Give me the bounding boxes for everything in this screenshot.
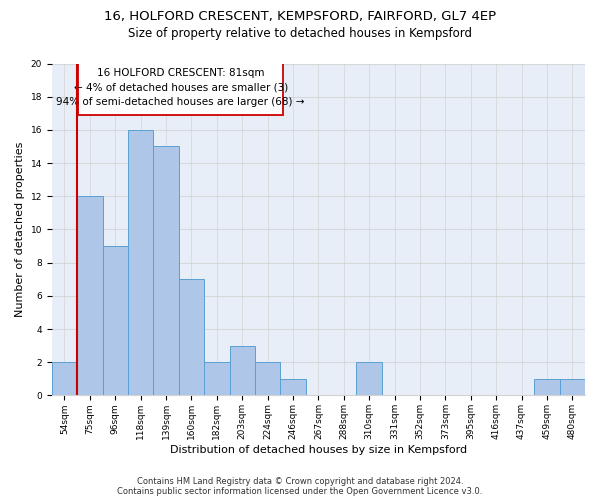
Text: 16, HOLFORD CRESCENT, KEMPSFORD, FAIRFORD, GL7 4EP: 16, HOLFORD CRESCENT, KEMPSFORD, FAIRFOR… <box>104 10 496 23</box>
Bar <box>534 379 560 396</box>
X-axis label: Distribution of detached houses by size in Kempsford: Distribution of detached houses by size … <box>170 445 467 455</box>
Bar <box>77 196 103 396</box>
Text: Size of property relative to detached houses in Kempsford: Size of property relative to detached ho… <box>128 28 472 40</box>
Text: 16 HOLFORD CRESCENT: 81sqm: 16 HOLFORD CRESCENT: 81sqm <box>97 68 265 78</box>
Bar <box>103 246 128 396</box>
Bar <box>560 379 585 396</box>
Text: 94% of semi-detached houses are larger (68) →: 94% of semi-detached houses are larger (… <box>56 96 305 106</box>
Y-axis label: Number of detached properties: Number of detached properties <box>15 142 25 317</box>
Bar <box>255 362 280 396</box>
Text: Contains HM Land Registry data © Crown copyright and database right 2024.: Contains HM Land Registry data © Crown c… <box>137 477 463 486</box>
Bar <box>128 130 154 396</box>
Bar <box>52 362 77 396</box>
Text: ← 4% of detached houses are smaller (3): ← 4% of detached houses are smaller (3) <box>74 82 288 92</box>
Bar <box>356 362 382 396</box>
Bar <box>280 379 305 396</box>
Text: Contains public sector information licensed under the Open Government Licence v3: Contains public sector information licen… <box>118 487 482 496</box>
Bar <box>154 146 179 396</box>
Bar <box>230 346 255 396</box>
Bar <box>179 280 204 396</box>
Bar <box>204 362 230 396</box>
Bar <box>79 62 283 115</box>
